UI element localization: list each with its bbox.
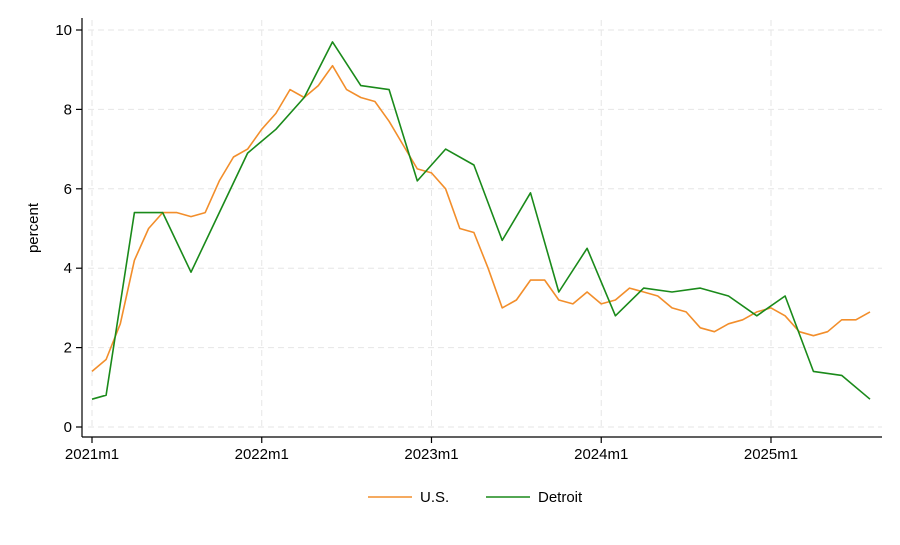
- x-tick-label: 2022m1: [235, 446, 289, 463]
- series-line-u-s: [91, 64, 871, 373]
- y-tick-label: 4: [64, 260, 72, 277]
- x-tick-label: 2023m1: [404, 446, 458, 463]
- series-lines: [91, 41, 871, 400]
- axes: [81, 18, 882, 438]
- y-tick-label: 2: [64, 340, 72, 357]
- x-tick-label: 2024m1: [574, 446, 628, 463]
- gridlines: [88, 20, 882, 428]
- legend-label-u-s: U.S.: [420, 489, 449, 506]
- x-axis-ticks: 2021m1 2022m1 2023m1 2024m1 2025m1: [65, 437, 798, 463]
- y-axis-ticks: 0 2 4 6 8 10: [55, 22, 82, 436]
- y-tick-label: 0: [64, 419, 72, 436]
- series-line-detroit: [91, 41, 871, 400]
- legend: U.S. Detroit: [368, 489, 583, 506]
- y-tick-label: 6: [64, 181, 72, 198]
- legend-label-detroit: Detroit: [538, 489, 583, 506]
- x-tick-label: 2021m1: [65, 446, 119, 463]
- y-tick-label: 8: [64, 101, 72, 118]
- y-tick-label: 10: [55, 22, 72, 39]
- y-axis-title: percent: [25, 202, 42, 253]
- x-tick-label: 2025m1: [744, 446, 798, 463]
